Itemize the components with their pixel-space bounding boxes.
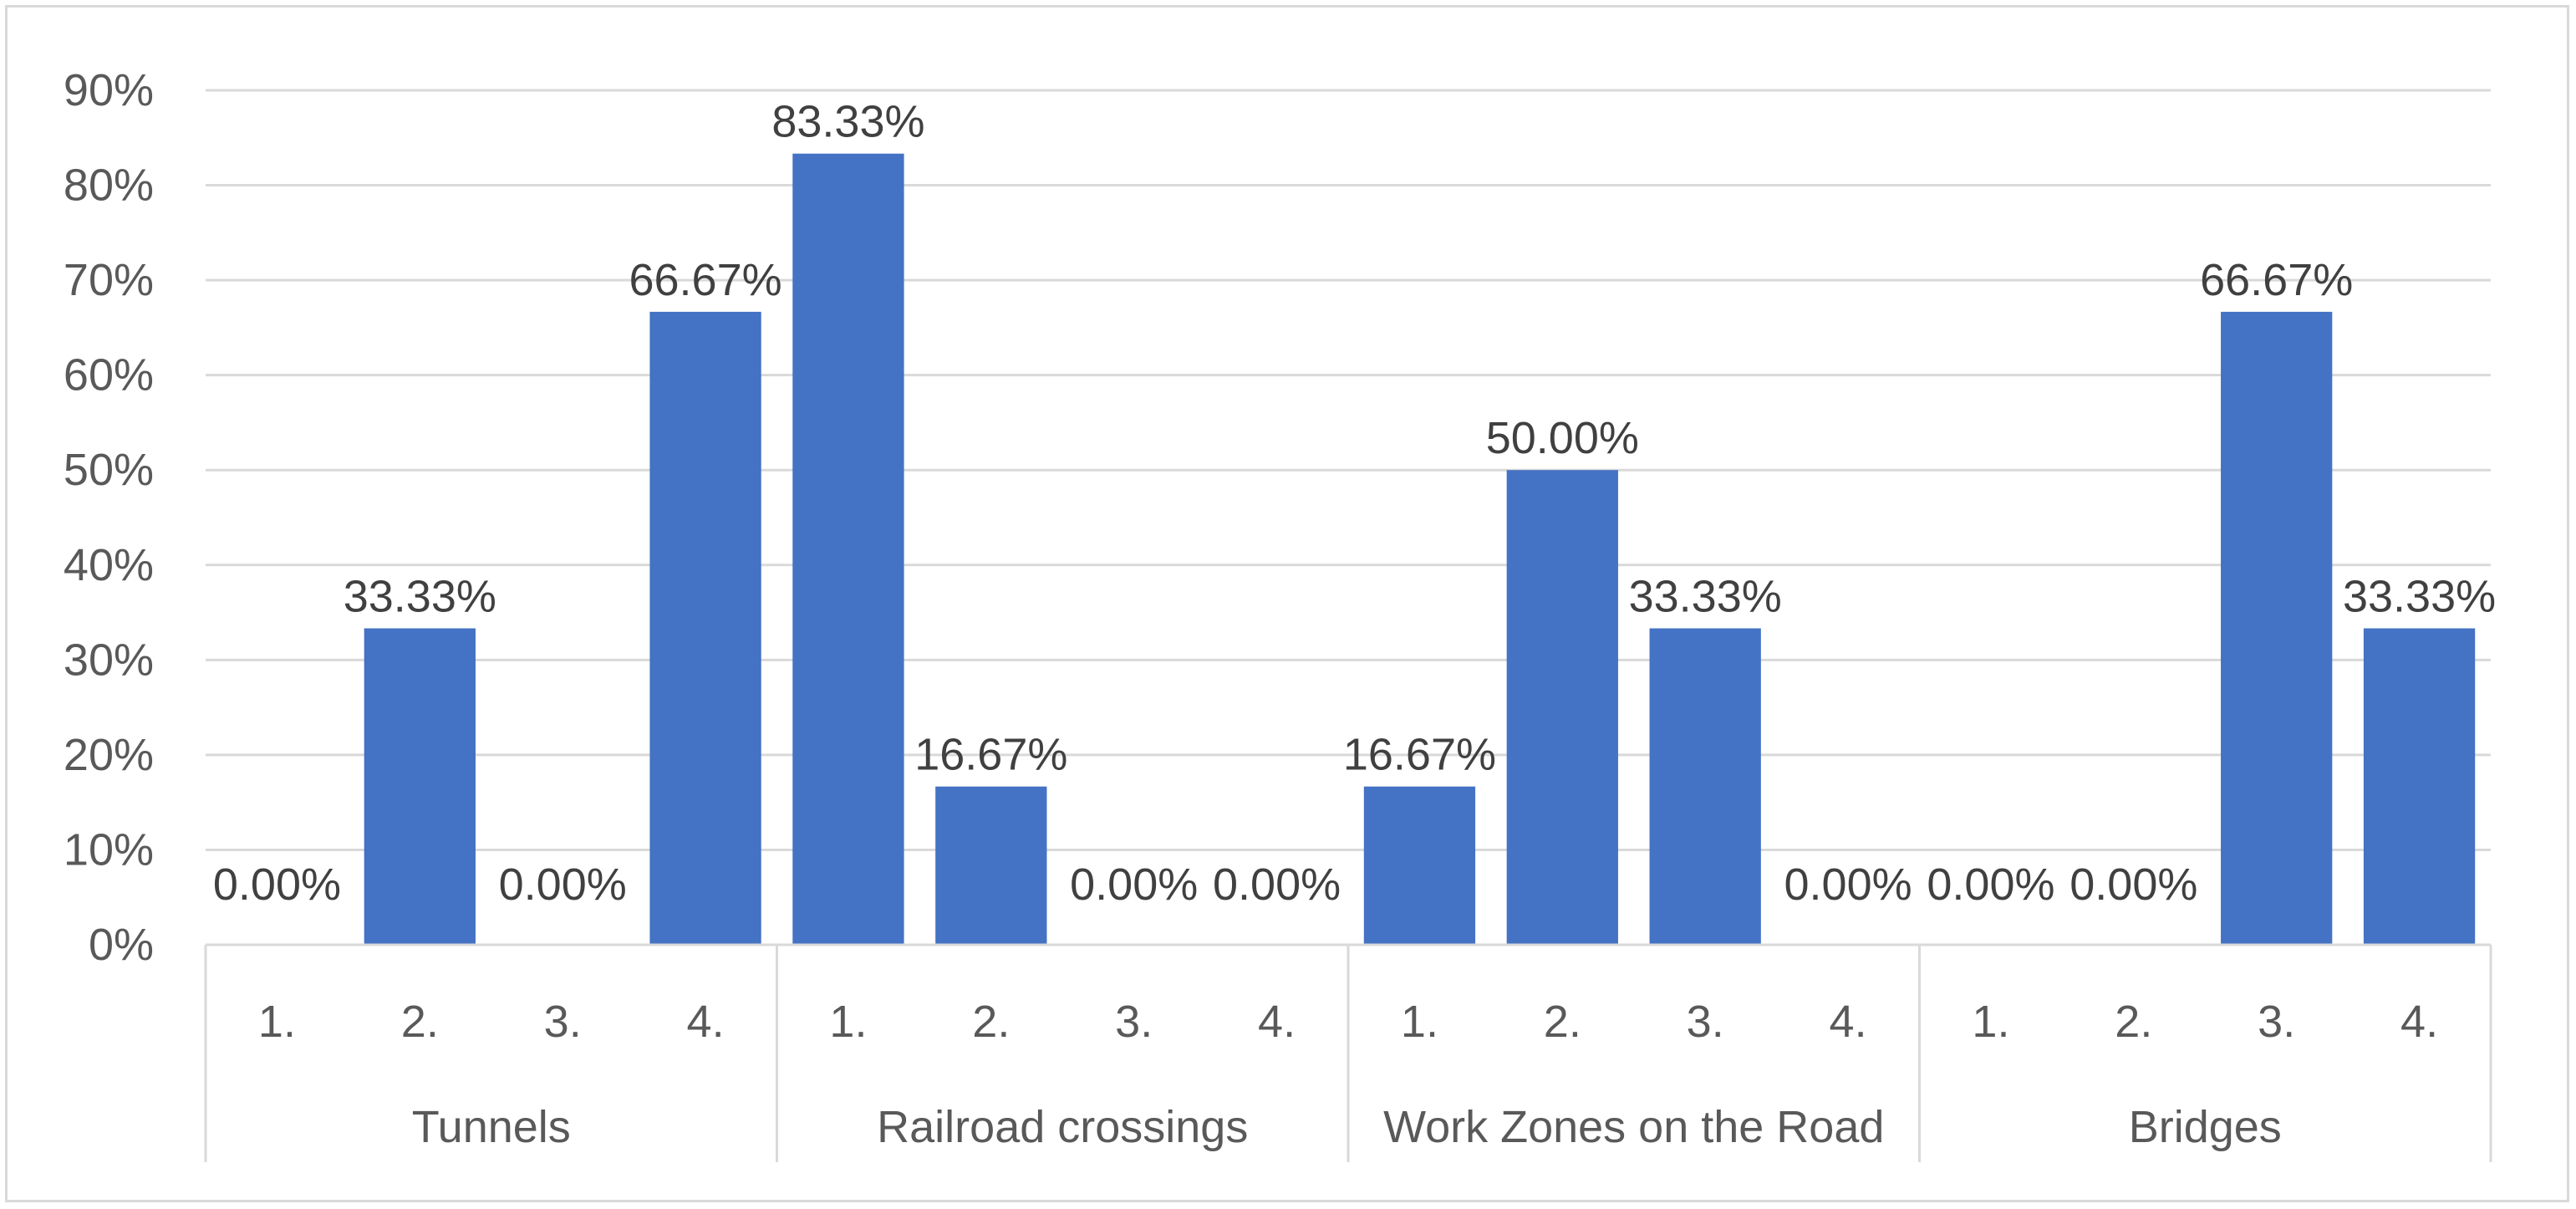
data-label: 0.00%	[213, 860, 341, 910]
y-tick-label: 20%	[64, 730, 154, 780]
data-label: 83.33%	[771, 97, 924, 147]
data-label: 0.00%	[1927, 860, 2054, 910]
bar	[1363, 786, 1476, 945]
y-tick-label: 10%	[64, 824, 154, 875]
data-label: 16.67%	[1343, 730, 1496, 780]
bar	[2221, 311, 2333, 945]
x-category-label: 2.	[972, 997, 1010, 1047]
x-category-label: 3.	[1687, 997, 1724, 1047]
y-axis-ticks: 0% 10% 20% 30% 40% 50% 60% 70% 80% 90%	[64, 65, 154, 970]
bars	[364, 153, 2476, 945]
data-label: 50.00%	[1486, 413, 1639, 463]
data-label: 0.00%	[1784, 860, 1912, 910]
x-category-label: 2.	[2115, 997, 2152, 1047]
bar	[1506, 470, 1618, 945]
x-category-label: 2.	[401, 997, 439, 1047]
data-label: 0.00%	[2069, 860, 2197, 910]
x-category-label: 1.	[829, 997, 867, 1047]
y-tick-label: 30%	[64, 635, 154, 685]
y-tick-label: 80%	[64, 161, 154, 211]
x-category-label: 3.	[2258, 997, 2295, 1047]
bar	[2363, 628, 2476, 945]
x-category-label: 3.	[544, 997, 582, 1047]
y-tick-label: 50%	[64, 445, 154, 495]
x-category-label: 3.	[1115, 997, 1153, 1047]
data-label: 66.67%	[629, 255, 781, 305]
y-tick-label: 0%	[89, 920, 154, 970]
y-tick-label: 70%	[64, 255, 154, 305]
bar	[364, 628, 476, 945]
data-label: 33.33%	[2343, 572, 2496, 622]
chart-frame	[5, 5, 2569, 1202]
x-category-label: 4.	[1830, 997, 1867, 1047]
x-category-label: 1.	[1401, 997, 1438, 1047]
data-label: 66.67%	[2200, 255, 2353, 305]
bar	[649, 311, 761, 945]
x-category-label: 1.	[258, 997, 296, 1047]
bar	[792, 153, 904, 945]
x-group-label: Bridges	[2129, 1102, 2282, 1152]
y-tick-label: 60%	[64, 350, 154, 400]
y-tick-label: 90%	[64, 65, 154, 115]
data-label: 0.00%	[1213, 860, 1341, 910]
x-category-label: 4.	[1258, 997, 1296, 1047]
x-group-label: Work Zones on the Road	[1383, 1102, 1884, 1152]
data-label: 33.33%	[344, 572, 496, 622]
data-label: 0.00%	[499, 860, 627, 910]
x-category-label: 4.	[2400, 997, 2438, 1047]
data-label: 33.33%	[1629, 572, 1782, 622]
x-group-label: Railroad crossings	[877, 1102, 1248, 1152]
x-axis: 1. 2. 3. 4. Tunnels 1. 2. 3. 4. Railroad crossing…	[204, 943, 2492, 1162]
x-category-label: 4.	[687, 997, 725, 1047]
data-labels: 0.00% 33.33% 0.00% 66.67% 83.33% 16.67% 0.00% 0…	[213, 97, 2496, 910]
x-group-label: Tunnels	[412, 1102, 571, 1152]
y-tick-label: 40%	[64, 540, 154, 590]
data-label: 16.67%	[914, 730, 1067, 780]
bar	[935, 786, 1047, 945]
data-label: 0.00%	[1070, 860, 1198, 910]
x-category-label: 2.	[1544, 997, 1581, 1047]
bar	[1649, 628, 1761, 945]
x-category-label: 1.	[1972, 997, 2009, 1047]
gridlines	[206, 89, 2491, 851]
